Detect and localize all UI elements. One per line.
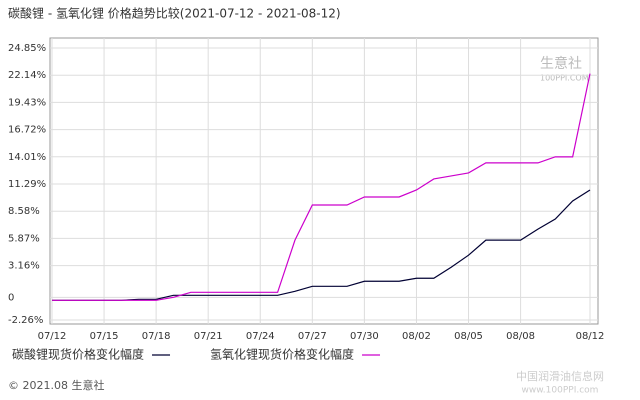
series-line	[52, 189, 591, 301]
x-tick-label: 08/05	[454, 331, 483, 342]
x-tick-label: 07/12	[38, 331, 67, 342]
legend-label: 碳酸锂现货价格变化幅度	[12, 347, 144, 362]
series-line	[52, 73, 591, 301]
footer: © 2021.08 生意社	[8, 378, 104, 392]
x-tick-label: 07/18	[142, 331, 171, 342]
y-tick-label: 0	[8, 292, 14, 303]
x-tick-label: 08/12	[576, 331, 605, 342]
watermark: 100PPI.COM	[540, 74, 589, 83]
y-tick-label: 14.01%	[8, 152, 46, 163]
y-tick-label: 8.58%	[8, 206, 40, 217]
y-tick-label: 3.16%	[8, 261, 40, 272]
watermark: www.100PPI.com	[522, 386, 599, 396]
y-tick-label: -2.26%	[8, 315, 43, 326]
y-tick-label: 11.29%	[8, 179, 46, 190]
watermark: 生意社	[540, 55, 582, 72]
x-tick-label: 07/15	[90, 331, 119, 342]
x-tick-label: 08/08	[506, 331, 535, 342]
y-tick-label: 24.85%	[8, 43, 46, 54]
y-tick-label: 16.72%	[8, 125, 46, 136]
y-tick-label: 19.43%	[8, 97, 46, 108]
legend-label: 氢氧化锂现货价格变化幅度	[210, 347, 354, 362]
x-tick-label: 07/21	[194, 331, 223, 342]
chart-title: 碳酸锂 - 氢氧化锂 价格趋势比较(2021-07-12 - 2021-08-1…	[8, 6, 341, 21]
x-tick-label: 08/02	[402, 331, 431, 342]
x-tick-label: 07/30	[350, 331, 379, 342]
watermark: 中国润滑油信息网	[516, 369, 604, 383]
x-tick-label: 07/27	[298, 331, 327, 342]
x-tick-label: 07/24	[246, 331, 275, 342]
y-tick-label: 5.87%	[8, 233, 40, 244]
y-tick-label: 22.14%	[8, 70, 46, 81]
plot-area	[49, 37, 599, 325]
